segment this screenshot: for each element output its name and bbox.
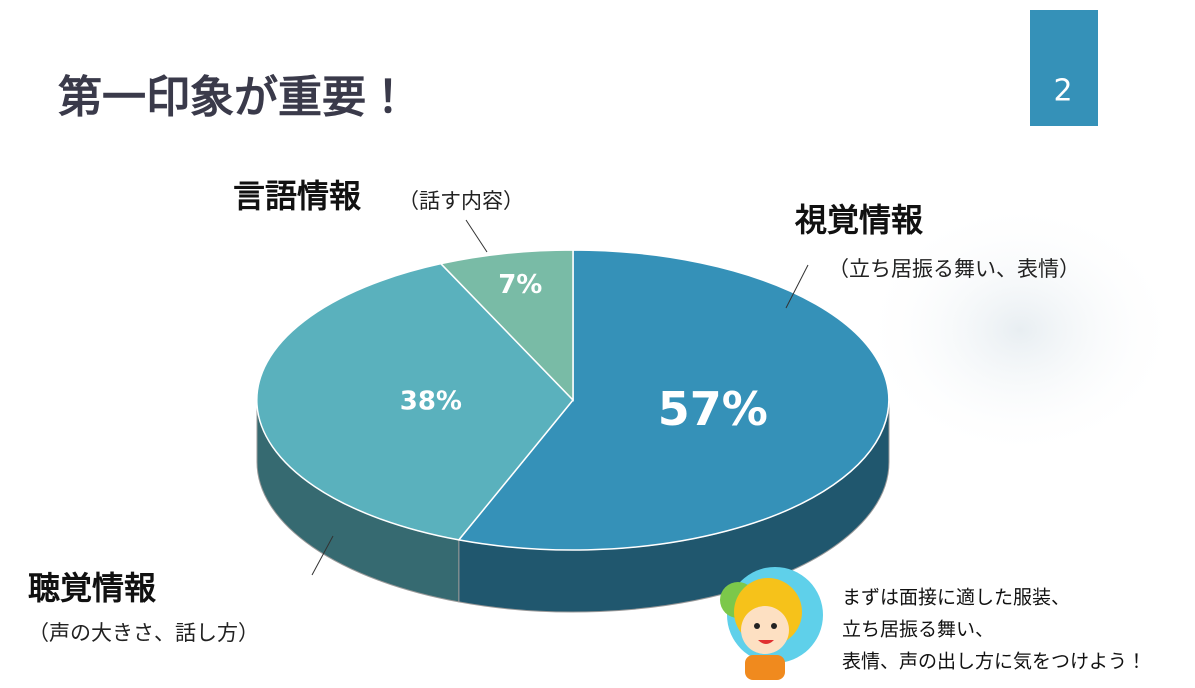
leader-line xyxy=(785,264,809,309)
slide-title: 第一印象が重要！ xyxy=(58,72,410,123)
value-label: 57% xyxy=(658,382,768,436)
category-label: 視覚情報 xyxy=(794,201,924,239)
category-note: （話す内容） xyxy=(398,189,524,213)
leader-line xyxy=(465,219,488,253)
pie-slice xyxy=(439,249,574,402)
background-glow xyxy=(860,200,1180,460)
value-label: 38% xyxy=(400,387,462,417)
category-label: 言語情報 xyxy=(233,177,362,215)
note-line: 表情、声の出し方に気をつけよう！ xyxy=(842,651,1146,673)
category-label: 聴覚情報 xyxy=(28,569,157,607)
note-line: 立ち居振る舞い、 xyxy=(842,619,994,641)
page-number: 2 xyxy=(1053,74,1072,109)
category-note: （立ち居振る舞い、表情） xyxy=(828,257,1080,281)
note-line: まずは面接に適した服装、 xyxy=(842,587,1070,609)
value-label: 7% xyxy=(498,270,542,300)
pie-slice xyxy=(256,262,575,541)
pie-chart: 57% 38% 7% xyxy=(256,249,890,613)
category-note: （声の大きさ、話し方） xyxy=(28,621,259,645)
page-number-box xyxy=(1030,10,1098,126)
mascot xyxy=(720,567,823,680)
leader-line xyxy=(311,535,334,576)
pie-slice xyxy=(457,249,890,551)
